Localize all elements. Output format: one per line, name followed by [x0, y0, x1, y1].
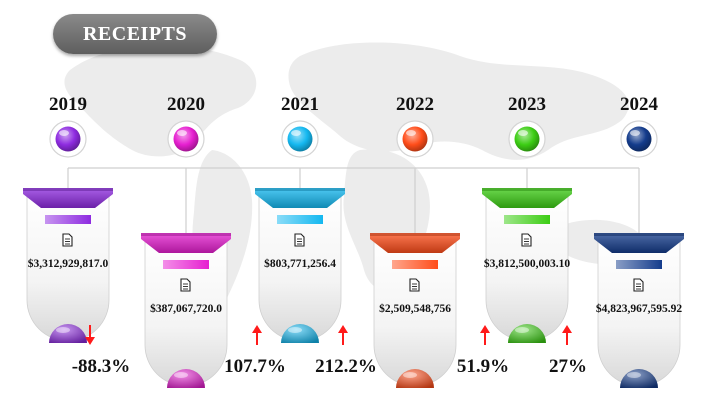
receipt-card — [255, 188, 345, 343]
document-icon — [521, 233, 532, 247]
document-icon — [62, 233, 73, 247]
map-continent-1 — [64, 45, 257, 157]
arrow-up-icon — [252, 325, 262, 345]
receipt-card — [370, 233, 460, 388]
document-icon — [409, 278, 420, 292]
document-icon — [633, 278, 644, 292]
year-label: 2023 — [508, 94, 546, 115]
document-icon — [180, 278, 191, 292]
arrow-up-icon — [562, 325, 572, 345]
receipt-value: $387,067,720.0 — [150, 303, 222, 315]
map-continent-3 — [288, 42, 629, 160]
receipt-card — [482, 188, 572, 343]
year-badge — [167, 120, 205, 158]
year-badge — [49, 120, 87, 158]
year-label: 2024 — [620, 94, 658, 115]
receipt-value: $2,509,548,756 — [379, 303, 451, 315]
change-percent: 27% — [549, 356, 587, 377]
document-icon — [294, 233, 305, 247]
year-label: 2019 — [49, 94, 87, 115]
arrow-down-icon — [85, 325, 95, 345]
arrow-up-icon — [338, 325, 348, 345]
receipt-card — [141, 233, 231, 388]
receipt-value: $3,312,929,817.0 — [27, 258, 109, 270]
year-badge — [281, 120, 319, 158]
year-label: 2021 — [281, 94, 319, 115]
change-percent: -88.3% — [71, 356, 131, 377]
receipt-value: $3,812,500,003.10 — [483, 258, 571, 270]
receipt-card — [594, 233, 684, 388]
receipt-value: $803,771,256.4 — [264, 258, 336, 270]
year-label: 2022 — [396, 94, 434, 115]
year-label: 2020 — [167, 94, 205, 115]
year-badge — [508, 120, 546, 158]
page-title: RECEIPTS — [53, 14, 217, 54]
year-badge — [396, 120, 434, 158]
arrow-up-icon — [480, 325, 490, 345]
change-percent: 51.9% — [456, 356, 510, 377]
receipt-value: $4,823,967,595.92 — [595, 303, 683, 315]
change-percent: 212.2% — [315, 356, 377, 377]
year-badge — [620, 120, 658, 158]
change-percent: 107.7% — [224, 356, 286, 377]
receipt-card — [23, 188, 113, 343]
